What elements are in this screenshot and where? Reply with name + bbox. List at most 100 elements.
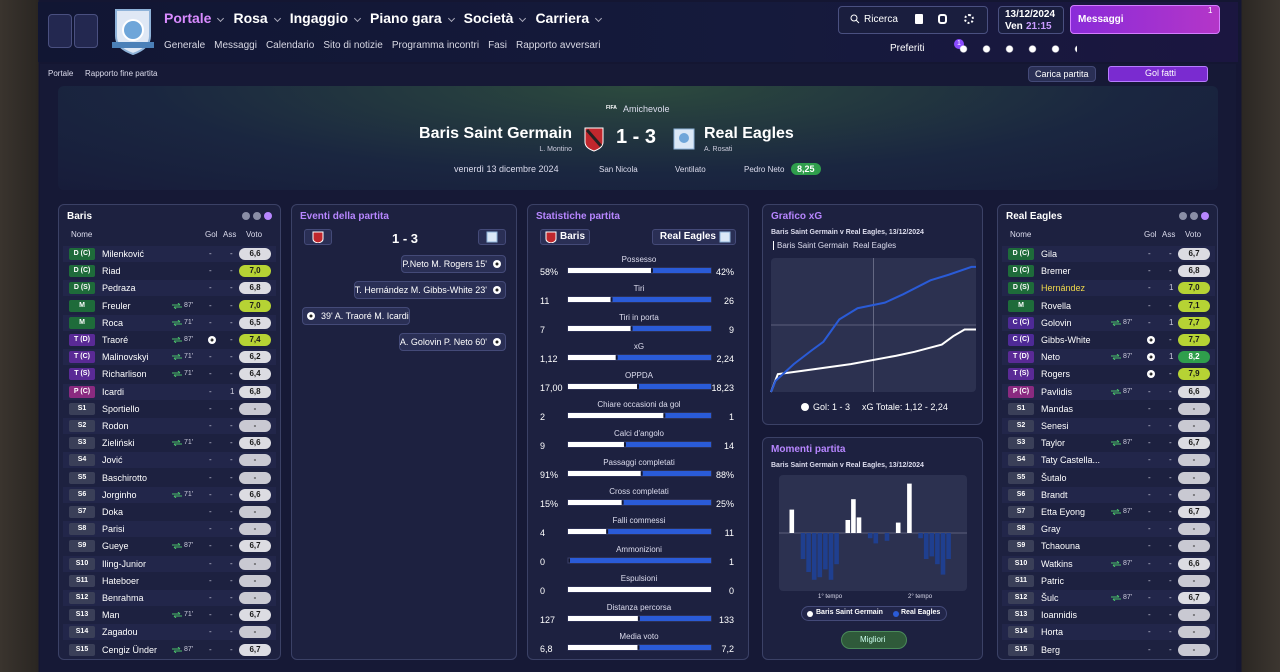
player-name: Taylor	[1041, 438, 1066, 449]
row-bg[interactable]	[63, 314, 276, 331]
rating: 6,8	[239, 385, 271, 398]
row-bg[interactable]	[63, 280, 276, 297]
row-bg[interactable]	[63, 572, 276, 589]
row-bg[interactable]	[63, 607, 276, 624]
rating: -	[1178, 523, 1210, 536]
nav-subtab[interactable]: Sito di notizie	[323, 40, 383, 51]
stat-away-bar	[570, 558, 711, 563]
back-button[interactable]	[48, 14, 72, 48]
nav-subtab[interactable]: Rapporto avversari	[515, 40, 601, 51]
row-bg[interactable]	[1002, 538, 1215, 555]
row-bg[interactable]	[1002, 521, 1215, 538]
row-bg[interactable]	[1002, 572, 1215, 589]
nav-tab[interactable]: Società	[463, 10, 514, 26]
stat-home-bar	[568, 297, 611, 302]
row-bg[interactable]	[63, 435, 276, 452]
icon-button[interactable]	[938, 14, 947, 24]
position-badge: S6	[69, 488, 95, 501]
nav-subtab[interactable]: Programma incontri	[391, 40, 480, 51]
row-bg[interactable]	[1002, 297, 1215, 314]
nav-subtab[interactable]: Generale	[164, 40, 206, 51]
row-bg[interactable]	[63, 400, 276, 417]
icon-button[interactable]	[915, 14, 923, 24]
row-bg[interactable]	[63, 297, 276, 314]
breadcrumb-root[interactable]: Portale	[48, 69, 74, 78]
sub-arrow	[1111, 388, 1121, 395]
nav-subtab[interactable]: Calendario	[265, 40, 315, 51]
goals: -	[209, 489, 212, 499]
row-bg[interactable]	[63, 504, 276, 520]
assists: -	[230, 369, 233, 379]
row-bg[interactable]	[1002, 418, 1215, 434]
row-bg[interactable]	[1002, 332, 1215, 348]
nav-tab[interactable]: Portale	[164, 10, 212, 26]
player-name: Sportiello	[102, 403, 140, 414]
load-match-button[interactable]: Carica partita	[1028, 66, 1096, 82]
row-bg[interactable]	[1002, 469, 1215, 486]
row-bg[interactable]	[1002, 400, 1215, 417]
row-bg[interactable]	[63, 263, 276, 280]
row-bg[interactable]	[1002, 366, 1215, 383]
row-bg[interactable]	[1002, 555, 1215, 572]
row-bg[interactable]	[1002, 641, 1215, 658]
row-bg[interactable]	[1002, 590, 1215, 606]
favorite-icons[interactable]	[952, 44, 1077, 54]
row-bg[interactable]	[63, 555, 276, 572]
row-bg[interactable]	[63, 366, 276, 383]
row-bg[interactable]	[1002, 504, 1215, 520]
row-bg[interactable]	[63, 452, 276, 469]
rating: -	[239, 506, 271, 518]
row-bg[interactable]	[1002, 263, 1215, 280]
legend-item[interactable]: Baris Saint Germain	[773, 241, 849, 250]
row-bg[interactable]	[63, 624, 276, 641]
legend-item[interactable]: Baris Saint Germain	[816, 609, 883, 616]
score: 1 - 3	[616, 126, 657, 148]
messages-button[interactable]	[1070, 5, 1220, 34]
row-bg[interactable]	[63, 521, 276, 538]
stat-home-value: 91%	[540, 470, 559, 480]
row-bg[interactable]	[1002, 452, 1215, 469]
nav-subtab[interactable]: Messaggi	[214, 40, 257, 51]
forward-button[interactable]	[74, 14, 98, 48]
row-bg[interactable]	[1002, 624, 1215, 641]
goals: -	[1148, 489, 1151, 499]
nav-tab[interactable]: Carriera	[535, 10, 590, 26]
position-badge: S14	[1008, 626, 1034, 639]
row-bg[interactable]	[63, 246, 276, 262]
position-badge: S2	[69, 420, 95, 432]
row-bg[interactable]	[63, 641, 276, 658]
ball-spot	[210, 338, 214, 342]
row-bg[interactable]	[1002, 314, 1215, 331]
row-bg[interactable]	[63, 418, 276, 434]
best-label[interactable]: Migliori	[860, 635, 886, 644]
player-name: Etta Eyong	[1041, 507, 1086, 517]
legend-item[interactable]: Real Eagles	[853, 241, 897, 250]
column-header: Nome	[1010, 230, 1032, 239]
rating: 6,6	[239, 488, 271, 501]
nav-tab[interactable]: Piano gara	[370, 10, 442, 26]
row-bg[interactable]	[1002, 607, 1215, 624]
search-box[interactable]	[838, 6, 988, 34]
row-bg[interactable]	[63, 383, 276, 400]
row-bg[interactable]	[63, 349, 276, 366]
player-name: Patric	[1041, 575, 1065, 586]
row-bg[interactable]	[1002, 349, 1215, 366]
row-bg[interactable]	[1002, 486, 1215, 503]
nav-tab[interactable]: Rosa	[233, 10, 268, 26]
settings-button[interactable]	[964, 14, 974, 24]
row-bg[interactable]	[1002, 246, 1215, 262]
row-bg[interactable]	[63, 332, 276, 348]
row-bg[interactable]	[63, 538, 276, 555]
row-bg[interactable]	[63, 486, 276, 503]
legend-dot	[893, 611, 899, 617]
legend-item[interactable]: Real Eagles	[901, 609, 941, 616]
row-bg[interactable]	[1002, 383, 1215, 400]
row-bg[interactable]	[1002, 435, 1215, 452]
goals-button[interactable]	[1108, 66, 1208, 82]
row-bg[interactable]	[1002, 280, 1215, 297]
nav-subtab[interactable]: Fasi	[488, 40, 507, 51]
favorites[interactable]: Preferiti	[890, 43, 925, 54]
row-bg[interactable]	[63, 469, 276, 486]
row-bg[interactable]	[63, 590, 276, 606]
nav-tab[interactable]: Ingaggio	[289, 10, 349, 26]
